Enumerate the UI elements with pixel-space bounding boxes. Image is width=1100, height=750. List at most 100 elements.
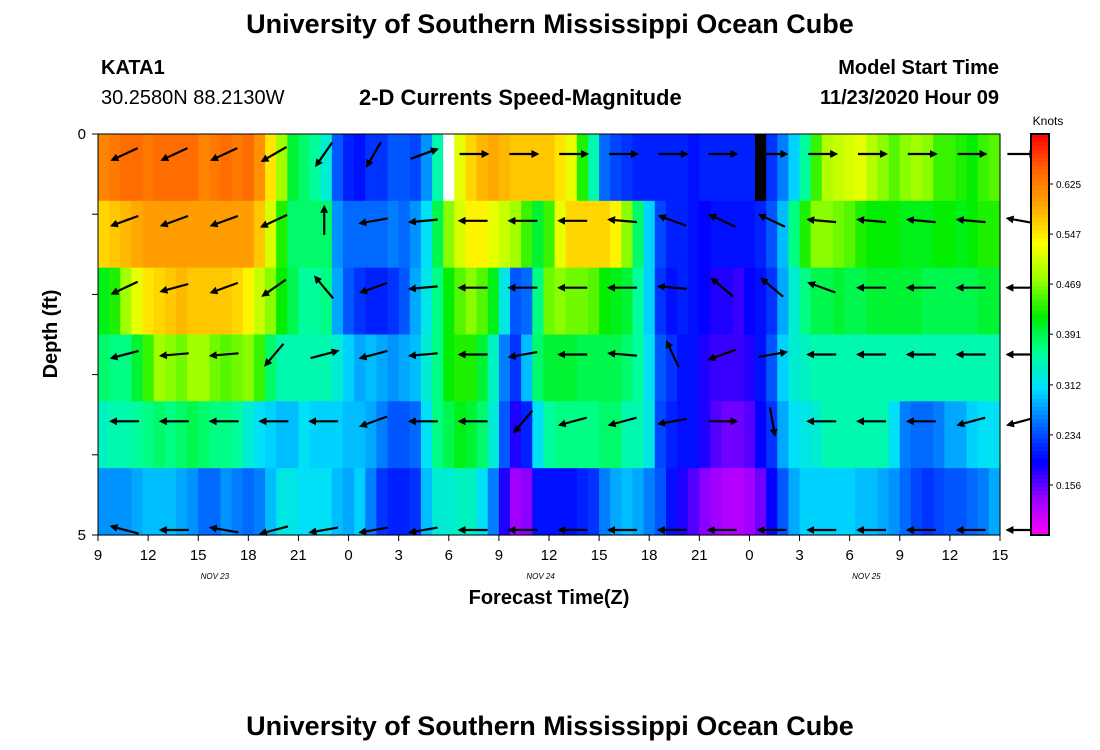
colorbar-segment (1031, 258, 1049, 263)
heatmap-cell (131, 468, 144, 536)
colorbar-segment (1031, 198, 1049, 203)
heatmap-cell (543, 468, 556, 536)
heatmap-cell (265, 134, 277, 202)
heatmap-cell (565, 401, 578, 469)
current-vector-arrow (109, 349, 139, 361)
colorbar-segment (1031, 410, 1049, 416)
heatmap-cell (287, 267, 300, 336)
heatmap-cell (465, 334, 478, 402)
heatmap-cell (699, 267, 712, 336)
heatmap-cell (276, 134, 288, 202)
heatmap-cell (688, 200, 700, 269)
heatmap-cell (788, 134, 801, 202)
heatmap-cell (209, 401, 222, 469)
colorbar-segment (1031, 498, 1049, 504)
heatmap-cell (521, 134, 533, 202)
colorbar-segment (1031, 446, 1049, 452)
heatmap-cell (777, 200, 790, 269)
heatmap-cell (721, 267, 734, 336)
heatmap-cell (276, 200, 288, 269)
heatmap-cell (164, 334, 177, 402)
heatmap-cell (922, 334, 934, 402)
heatmap-cell (465, 200, 478, 269)
heatmap-cell (131, 334, 144, 402)
colorbar-segment (1031, 210, 1049, 215)
heatmap-cell (977, 334, 990, 402)
heatmap-cell (465, 134, 478, 202)
heatmap-cell (732, 401, 745, 469)
current-vector-arrow (158, 351, 189, 360)
heatmap-cell (510, 200, 522, 269)
colorbar-legend: 0.625 0.547 0.469 0.391 0.312 0.234 0.156 (1030, 133, 1081, 536)
heatmap-cell (298, 401, 311, 469)
heatmap-cell (688, 468, 700, 536)
colorbar-segment (1031, 422, 1049, 428)
heatmap-cell (420, 267, 433, 336)
heatmap-cell (409, 267, 422, 336)
heatmap-cell (888, 200, 901, 269)
heatmap-cell (465, 401, 478, 469)
heatmap-cell (677, 200, 689, 269)
heatmap-cell (276, 401, 288, 469)
heatmap-cell (476, 468, 489, 536)
colorbar-segment (1031, 342, 1049, 348)
colorbar-segment (1031, 386, 1049, 392)
heatmap-cell (977, 267, 990, 336)
current-vector-arrow (760, 277, 784, 298)
heatmap-cell (877, 134, 890, 202)
colorbar-tick-label: 0.547 (1056, 230, 1081, 241)
heatmap-cell (187, 267, 199, 336)
colorbar-segment (1031, 334, 1049, 340)
heatmap-cell (877, 334, 890, 402)
colorbar-segment (1031, 310, 1049, 316)
colorbar-segment (1031, 250, 1049, 255)
heatmap-cell (487, 267, 500, 336)
current-vector-arrow (110, 147, 139, 161)
heatmap-cell (409, 468, 422, 536)
heatmap-cell (342, 468, 355, 536)
heatmap-cell (554, 401, 567, 469)
heatmap-cell (966, 401, 979, 469)
heatmap-cell (387, 267, 400, 336)
heatmap-cell (510, 401, 522, 469)
heatmap-cell (175, 401, 188, 469)
heatmap-cell (944, 134, 957, 202)
heatmap-cell (142, 200, 155, 269)
x-tick-label: 9 (896, 547, 904, 564)
colorbar-segment (1031, 166, 1049, 171)
current-vector-arrow (258, 525, 289, 536)
heatmap-cell (320, 134, 333, 202)
colorbar-tick-label: 0.625 (1056, 180, 1081, 191)
date-label: NOV 23 (201, 572, 230, 581)
x-tick-label: 18 (240, 547, 257, 564)
heatmap-cell (977, 401, 990, 469)
heatmap-cell (153, 200, 166, 269)
heatmap-cell (387, 334, 400, 402)
heatmap-cell (153, 468, 166, 536)
heatmap-cell (788, 334, 801, 402)
heatmap-cell (242, 468, 255, 536)
heatmap-cell (988, 468, 1001, 536)
heatmap-cell (398, 334, 411, 402)
heatmap-cell (677, 334, 689, 402)
colorbar-segment (1031, 414, 1049, 420)
heatmap-cell (331, 267, 344, 336)
date-label: NOV 25 (852, 572, 881, 581)
colorbar-segment (1031, 514, 1049, 520)
heatmap-cell (365, 134, 377, 202)
current-vector-arrow (707, 348, 737, 362)
heatmap-cell (621, 468, 634, 536)
current-vector-arrow (656, 282, 687, 291)
heatmap-cell (899, 134, 912, 202)
colorbar-segment (1031, 318, 1049, 324)
heatmap-cell (576, 334, 589, 402)
heatmap-cell (799, 401, 812, 469)
heatmap-cell (220, 468, 233, 536)
heatmap-cell (131, 401, 144, 469)
heatmap-cell (699, 468, 712, 536)
heatmap-cell (198, 134, 210, 202)
colorbar-segment (1031, 526, 1049, 532)
heatmap-cell (799, 468, 812, 536)
heatmap-cell (409, 200, 422, 269)
heatmap-cell (632, 401, 645, 469)
